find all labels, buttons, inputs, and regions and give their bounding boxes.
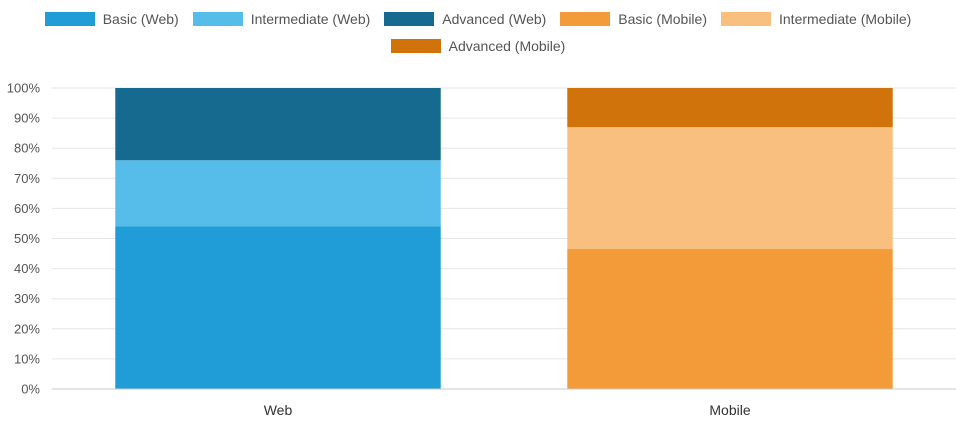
legend-item-basic-web[interactable]: Basic (Web)	[44, 11, 179, 27]
chart-legend: Basic (Web) Intermediate (Web) Advanced …	[0, 8, 956, 62]
y-tick-label: 20%	[14, 321, 40, 336]
legend-row-1: Basic (Web) Intermediate (Web) Advanced …	[0, 8, 956, 30]
y-tick-label: 10%	[14, 351, 40, 366]
legend-item-intermediate-mobile[interactable]: Intermediate (Mobile)	[721, 11, 911, 27]
legend-item-basic-mobile[interactable]: Basic (Mobile)	[560, 11, 707, 27]
legend-label-basic-web: Basic (Web)	[102, 11, 179, 27]
legend-label-advanced-web: Advanced (Web)	[442, 11, 547, 27]
bars	[115, 88, 893, 389]
bar-segment-intermediate-mobile[interactable]	[567, 127, 893, 250]
legend-row-2: Advanced (Mobile)	[0, 35, 956, 57]
legend-item-intermediate-web[interactable]: Intermediate (Web)	[192, 11, 371, 27]
x-tick-label-web: Web	[264, 402, 293, 418]
x-axis-ticks: Web Mobile	[264, 402, 751, 418]
y-axis-ticks: 0% 10% 20% 30% 40% 50% 60% 70% 80% 90% 100%	[7, 81, 41, 397]
bar-segment-basic-web[interactable]	[115, 226, 441, 389]
y-tick-label: 30%	[14, 291, 40, 306]
y-tick-label: 40%	[14, 261, 40, 276]
bar-segment-advanced-web[interactable]	[115, 88, 441, 161]
bar-segment-intermediate-web[interactable]	[115, 160, 441, 227]
legend-item-advanced-web[interactable]: Advanced (Web)	[384, 11, 546, 27]
legend-item-advanced-mobile[interactable]: Advanced (Mobile)	[390, 38, 566, 54]
legend-label-intermediate-web: Intermediate (Web)	[250, 11, 371, 27]
legend-swatch-advanced-web	[384, 12, 435, 26]
y-tick-label: 80%	[14, 141, 40, 156]
legend-swatch-basic-web	[44, 12, 95, 26]
bar-segment-advanced-mobile[interactable]	[567, 88, 893, 128]
bar-segment-basic-mobile[interactable]	[567, 249, 893, 389]
legend-swatch-advanced-mobile	[390, 39, 441, 53]
legend-label-intermediate-mobile: Intermediate (Mobile)	[779, 11, 912, 27]
y-tick-label: 50%	[14, 231, 40, 246]
legend-swatch-intermediate-mobile	[721, 12, 771, 26]
y-tick-label: 100%	[7, 81, 41, 96]
x-tick-label-mobile: Mobile	[709, 402, 750, 418]
y-tick-label: 70%	[14, 171, 40, 186]
legend-swatch-intermediate-web	[192, 12, 243, 26]
y-tick-label: 60%	[14, 201, 40, 216]
legend-label-advanced-mobile: Advanced (Mobile)	[448, 38, 566, 54]
legend-swatch-basic-mobile	[560, 12, 611, 26]
y-tick-label: 90%	[14, 111, 40, 126]
y-tick-label: 0%	[21, 382, 40, 397]
legend-label-basic-mobile: Basic (Mobile)	[618, 11, 707, 27]
